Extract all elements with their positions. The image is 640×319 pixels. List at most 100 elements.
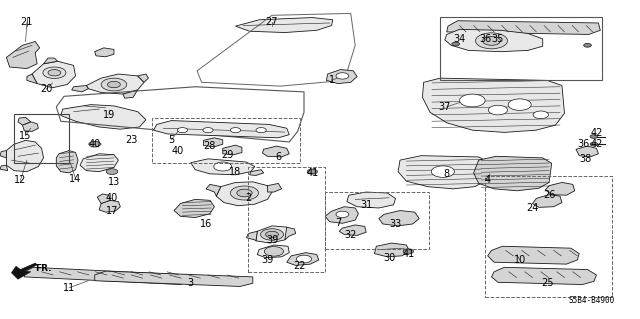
Text: 16: 16: [200, 219, 212, 229]
Polygon shape: [154, 121, 289, 138]
Text: 29: 29: [221, 150, 234, 160]
Polygon shape: [80, 154, 118, 172]
Polygon shape: [191, 159, 255, 175]
Circle shape: [203, 128, 213, 133]
Polygon shape: [6, 140, 44, 172]
Circle shape: [296, 255, 312, 263]
Text: 40: 40: [106, 193, 118, 203]
Circle shape: [508, 99, 531, 110]
Polygon shape: [246, 231, 257, 241]
Text: S5B4-B4900: S5B4-B4900: [568, 296, 614, 305]
Text: 13: 13: [108, 177, 120, 187]
Text: 27: 27: [266, 17, 278, 27]
Circle shape: [476, 33, 508, 49]
Polygon shape: [61, 105, 146, 129]
Polygon shape: [204, 138, 223, 147]
Text: 11: 11: [63, 283, 76, 293]
Circle shape: [590, 142, 598, 146]
Polygon shape: [97, 194, 110, 204]
Polygon shape: [447, 21, 600, 34]
Circle shape: [488, 105, 508, 115]
Polygon shape: [325, 207, 358, 223]
Bar: [14, 114, 69, 163]
Circle shape: [43, 67, 66, 78]
Text: FR.: FR.: [35, 264, 52, 273]
Polygon shape: [347, 192, 396, 208]
Text: 7: 7: [335, 218, 341, 228]
Polygon shape: [22, 122, 38, 131]
Polygon shape: [223, 145, 242, 155]
Text: 38: 38: [579, 154, 592, 164]
Polygon shape: [27, 74, 37, 84]
Circle shape: [460, 94, 485, 107]
Bar: [152, 118, 300, 163]
Bar: [440, 17, 602, 80]
Text: 23: 23: [125, 135, 138, 145]
Bar: [248, 167, 325, 272]
Text: 41: 41: [402, 249, 415, 259]
Circle shape: [177, 128, 188, 133]
Text: 37: 37: [438, 102, 451, 112]
Circle shape: [108, 81, 120, 88]
Text: 42: 42: [590, 139, 603, 149]
Polygon shape: [285, 227, 296, 240]
Circle shape: [260, 229, 284, 240]
Polygon shape: [123, 90, 138, 98]
Bar: [485, 176, 612, 297]
Polygon shape: [6, 41, 40, 69]
Text: 1: 1: [328, 75, 335, 85]
Polygon shape: [379, 211, 419, 226]
Polygon shape: [422, 78, 564, 132]
Polygon shape: [474, 156, 552, 191]
Text: 30: 30: [383, 253, 396, 263]
Polygon shape: [236, 18, 333, 33]
Polygon shape: [138, 74, 148, 82]
Circle shape: [256, 128, 266, 133]
Circle shape: [431, 166, 454, 177]
Circle shape: [264, 247, 284, 256]
Text: 26: 26: [543, 189, 556, 200]
Circle shape: [237, 189, 252, 197]
Text: 39: 39: [266, 235, 278, 245]
Polygon shape: [257, 245, 289, 258]
Circle shape: [403, 249, 413, 254]
Polygon shape: [12, 263, 37, 279]
Polygon shape: [44, 58, 58, 64]
Polygon shape: [206, 184, 221, 196]
Circle shape: [590, 135, 598, 138]
Text: 35: 35: [492, 34, 504, 44]
Text: 36: 36: [577, 139, 590, 149]
Polygon shape: [250, 170, 264, 175]
Polygon shape: [86, 74, 144, 94]
Polygon shape: [576, 146, 598, 157]
Text: 6: 6: [275, 152, 282, 162]
Polygon shape: [216, 182, 272, 206]
Polygon shape: [492, 267, 596, 285]
Polygon shape: [374, 243, 410, 257]
Text: 20: 20: [40, 84, 52, 94]
Polygon shape: [0, 151, 6, 158]
Text: 15: 15: [19, 130, 32, 141]
Circle shape: [533, 111, 548, 119]
Circle shape: [336, 73, 349, 79]
Text: 5: 5: [168, 135, 175, 145]
Circle shape: [307, 169, 317, 174]
Polygon shape: [326, 70, 357, 84]
Polygon shape: [95, 48, 114, 57]
Polygon shape: [0, 165, 8, 171]
Circle shape: [89, 141, 100, 147]
Text: 41: 41: [306, 168, 319, 178]
Text: 17: 17: [106, 205, 118, 216]
Text: 42: 42: [590, 128, 603, 138]
Text: 40: 40: [172, 145, 184, 156]
Text: 21: 21: [20, 17, 33, 27]
Polygon shape: [95, 271, 253, 286]
Text: 2: 2: [245, 193, 252, 203]
Text: 32: 32: [344, 230, 357, 241]
Polygon shape: [532, 195, 562, 207]
Circle shape: [48, 70, 61, 76]
Polygon shape: [262, 146, 289, 157]
Circle shape: [452, 42, 460, 46]
Polygon shape: [24, 267, 189, 285]
Text: 24: 24: [526, 203, 539, 213]
